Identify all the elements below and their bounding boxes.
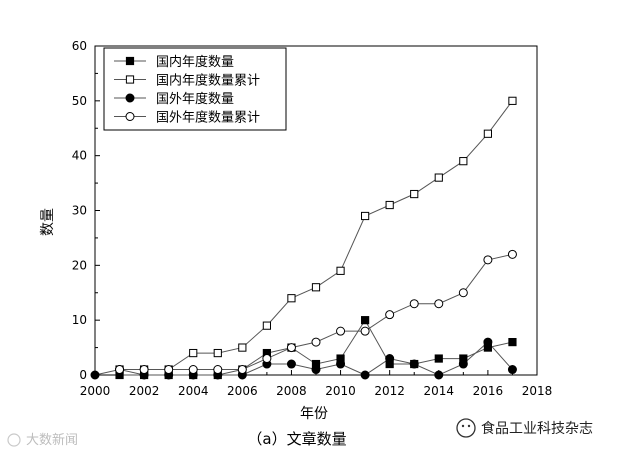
data-point bbox=[483, 255, 493, 265]
data-point bbox=[237, 365, 247, 375]
data-point bbox=[360, 370, 370, 380]
data-point bbox=[409, 359, 419, 369]
axis-ticks: 2000 2002 2004 2006 2008 2010 2012 2014 2016 2018… bbox=[72, 39, 553, 398]
data-point bbox=[189, 348, 198, 358]
x-tick-label: 2002 bbox=[129, 384, 160, 398]
data-point bbox=[262, 321, 271, 330]
data-point bbox=[311, 283, 321, 292]
y-tick-label: 50 bbox=[72, 94, 87, 108]
legend-label: 国内年度数量累计 bbox=[156, 73, 260, 89]
x-tick-label: 2016 bbox=[473, 384, 504, 398]
series-points-2 bbox=[115, 96, 517, 374]
x-tick-label: 2004 bbox=[178, 384, 209, 398]
legend-label: 国外年度数量累计 bbox=[156, 110, 260, 126]
series-layer bbox=[90, 96, 517, 380]
figure-caption: （a）文章数量 bbox=[247, 430, 346, 448]
data-point bbox=[360, 326, 370, 336]
legend-item: 国内年度数量累计 bbox=[114, 73, 260, 89]
y-tick-label: 30 bbox=[72, 204, 87, 218]
data-point bbox=[286, 343, 296, 353]
data-point bbox=[434, 370, 444, 380]
data-point bbox=[238, 343, 247, 352]
data-point bbox=[459, 157, 468, 166]
data-point bbox=[434, 173, 443, 182]
data-point bbox=[508, 338, 517, 347]
series-points-3 bbox=[90, 337, 517, 380]
y-tick-label: 40 bbox=[72, 149, 87, 163]
data-point bbox=[458, 288, 468, 298]
data-point bbox=[434, 299, 444, 309]
legend-marker bbox=[125, 112, 135, 121]
data-point bbox=[139, 365, 149, 375]
data-point bbox=[385, 310, 395, 320]
x-tick-label: 2000 bbox=[80, 384, 111, 398]
y-tick-label: 60 bbox=[72, 39, 87, 53]
data-point bbox=[287, 294, 296, 303]
data-point bbox=[286, 359, 296, 369]
data-point bbox=[188, 365, 198, 375]
data-point bbox=[507, 249, 517, 259]
data-point bbox=[361, 316, 370, 325]
x-tick-label: 2018 bbox=[522, 384, 553, 398]
data-point bbox=[385, 354, 395, 364]
data-point bbox=[336, 326, 346, 336]
watermark-logo-icon bbox=[7, 433, 21, 447]
data-point bbox=[311, 365, 321, 375]
data-point bbox=[90, 370, 100, 380]
x-tick-label: 2010 bbox=[325, 384, 356, 398]
data-point bbox=[361, 211, 370, 221]
y-tick-label: 0 bbox=[79, 368, 87, 382]
data-point bbox=[115, 365, 125, 375]
legend-label: 国外年度数量 bbox=[156, 91, 234, 107]
watermark-right-text: 食品工业科技杂志 bbox=[481, 420, 593, 437]
data-point bbox=[483, 129, 492, 138]
data-point bbox=[385, 200, 394, 210]
series-points-4 bbox=[115, 249, 517, 375]
y-tick-label: 20 bbox=[72, 258, 87, 272]
data-point bbox=[311, 337, 321, 347]
data-point bbox=[164, 365, 174, 375]
legend-marker bbox=[125, 56, 135, 66]
x-axis-title: 年份 bbox=[300, 406, 328, 422]
data-point bbox=[262, 354, 272, 364]
data-point bbox=[336, 359, 346, 369]
legend-label: 国内年度数量 bbox=[156, 54, 234, 70]
watermark-right: 食品工业科技杂志 bbox=[456, 418, 593, 438]
data-point bbox=[213, 365, 223, 375]
data-point bbox=[434, 354, 443, 363]
x-tick-label: 2012 bbox=[374, 384, 405, 398]
watermark-left: 大数新闻 bbox=[7, 432, 78, 448]
data-point bbox=[410, 189, 419, 199]
data-point bbox=[483, 337, 493, 347]
x-tick-label: 2006 bbox=[227, 384, 258, 398]
wechat-icon bbox=[456, 418, 476, 438]
y-tick-label: 10 bbox=[72, 313, 87, 327]
data-point bbox=[508, 96, 517, 105]
data-point bbox=[409, 299, 419, 309]
watermark-left-text: 大数新闻 bbox=[26, 432, 78, 448]
data-point bbox=[336, 266, 345, 275]
y-axis-title: 数量 bbox=[40, 208, 56, 236]
data-point bbox=[213, 348, 222, 358]
x-tick-label: 2014 bbox=[424, 384, 455, 398]
legend-marker bbox=[125, 93, 135, 103]
data-point bbox=[507, 365, 517, 375]
legend-item: 国内年度数量 bbox=[114, 54, 234, 70]
data-point bbox=[458, 359, 468, 369]
x-tick-label: 2008 bbox=[276, 384, 307, 398]
legend-item: 国外年度数量累计 bbox=[114, 110, 260, 126]
legend-marker bbox=[125, 75, 135, 84]
legend-item: 国外年度数量 bbox=[114, 91, 234, 107]
